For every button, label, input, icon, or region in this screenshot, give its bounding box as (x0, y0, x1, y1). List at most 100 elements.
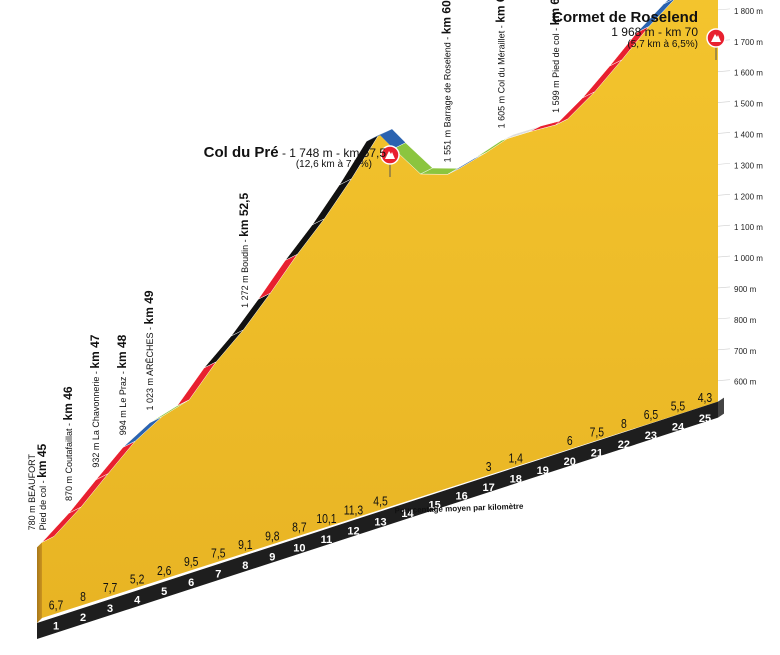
gradient-segment (338, 134, 380, 186)
x-tick-label: 1 (53, 621, 59, 633)
waypoint-label: 932 m La Chavonnerie - km 47 (88, 334, 102, 467)
gradient-label: 8 (80, 590, 86, 604)
y-tick-label: 1 000 m (734, 254, 763, 263)
y-tick-label: 1 500 m (734, 100, 763, 109)
x-tick-label: 23 (645, 430, 657, 442)
waypoint-line2: Pied de col - (38, 478, 48, 531)
y-tick-label: 1 800 m (734, 7, 763, 16)
waypoint-label: 780 m BEAUFORTPied de col - km 45 (27, 443, 49, 530)
x-tick-label: 17 (483, 482, 495, 494)
x-tick-label: 13 (374, 517, 386, 529)
terrain-area (37, 0, 724, 639)
x-tick-label: 19 (537, 465, 549, 477)
gradient-label: 9,5 (184, 555, 199, 569)
x-tick-label: 22 (618, 439, 630, 451)
waypoint-km: km 48 (115, 334, 129, 368)
gradient-segment (380, 129, 406, 149)
summit-label-col-du-pre: Col du Pré - 1 748 m - km 57,5 (204, 144, 387, 161)
y-axis-ticks: 600 m 700 m 800 m 900 m 1 000 m 1 100 m 1 200 … (734, 7, 763, 387)
gradient-label: 9,8 (265, 529, 280, 543)
mountain-icon (711, 34, 721, 42)
waypoint-label: 1 272 m Boudin - km 52,5 (237, 192, 251, 307)
terrain-side-face (37, 542, 42, 623)
x-tick-label: 4 (134, 595, 141, 607)
gradient-label: 8,7 (292, 521, 306, 535)
x-tick-label: 7 (215, 569, 221, 581)
gradient-label: 4,5 (373, 495, 388, 509)
profile-base-side (718, 397, 724, 418)
x-axis-ticks: 1234567891011121314151617181920212223242… (53, 413, 711, 633)
gradient-segment (366, 129, 392, 142)
y-tick-label: 1 400 m (734, 130, 763, 139)
waypoint-km: km 64 (548, 0, 562, 25)
x-tick-label: 16 (456, 491, 468, 503)
profile-base (37, 401, 718, 639)
gradient-label: 6,7 (49, 598, 63, 612)
waypoint-km: km 62 (494, 0, 508, 23)
gradient-segment (636, 0, 675, 33)
gradient-label: 10,1 (316, 512, 336, 526)
x-tick-label: 5 (161, 586, 167, 598)
waypoint-km: km 47 (88, 334, 102, 368)
waypoint-label: 1 023 m ARÊCHES - km 49 (142, 290, 156, 410)
gradient-label: 7,5 (590, 425, 605, 439)
y-tick-label: 1 100 m (734, 223, 763, 232)
x-tick-label: 11 (321, 534, 333, 546)
waypoint-label: 994 m Le Praz - km 48 (115, 334, 129, 435)
y-tick-label: 1 300 m (734, 161, 763, 170)
waypoint-km: km 52,5 (237, 192, 251, 236)
summit-detail: - 1 748 m - km 57,5 (279, 146, 387, 160)
gradient-label: 2,6 (157, 564, 172, 578)
gradient-label: 8 (621, 417, 627, 431)
gradient-labels: 6,7 8 7,7 5,2 2,6 9,5 7,5 9,1 9,8 8,7 10,1 11,3 4,5 3… (49, 391, 713, 613)
summit-marker-icon (706, 28, 726, 60)
waypoint-label: 1 599 m Pied de col - km 64 (548, 0, 562, 113)
summit-name: Col du Pré (204, 144, 279, 161)
x-tick-label: 15 (428, 499, 440, 511)
gradient-label: 6,5 (644, 408, 659, 422)
waypoint-km: km 45 (35, 443, 49, 477)
y-tick-label: 700 m (734, 347, 757, 356)
waypoint-text: 994 m Le Praz - (118, 369, 128, 436)
gradient-label: 5,5 (671, 399, 686, 413)
summit-detail-cormet: 1 968 m - km 70 (611, 25, 698, 39)
waypoint-km: km 60 (440, 0, 454, 34)
y-tick-label: 900 m (734, 285, 757, 294)
waypoint-line1: 780 m BEAUFORT (27, 454, 37, 531)
y-tick-label: 600 m (734, 378, 757, 387)
waypoint-labels: 780 m BEAUFORTPied de col - km 45 870 m C… (27, 0, 562, 530)
gradient-label: 3 (486, 460, 492, 474)
waypoint-text: 870 m Coutafaillat - (64, 420, 74, 501)
terrain-fill (42, 0, 718, 618)
summit-sub-cormet: (5,7 km à 6,5%) (627, 39, 698, 50)
x-tick-label: 2 (80, 612, 86, 624)
waypoint-km: km 46 (61, 386, 75, 420)
summit-sub-col-du-pre: (12,6 km à 7,7%) (296, 159, 372, 170)
waypoint-text: 1 551 m Barrage de Roselend - (443, 34, 453, 162)
x-tick-label: 20 (564, 456, 576, 468)
waypoint-text: 932 m La Chavonnerie - (91, 369, 101, 468)
gradient-label: 5,2 (130, 573, 144, 587)
waypoint-text: 1 272 m Boudin - (240, 237, 250, 308)
gradient-label: 4,3 (698, 391, 713, 405)
summit-name-cormet: Cormet de Roselend (552, 9, 698, 26)
waypoint-text: 1 023 m ARÊCHES - (145, 324, 155, 410)
y-tick-label: 1 700 m (734, 38, 763, 47)
waypoint-km: km 49 (142, 290, 156, 324)
x-tick-label: 21 (591, 447, 603, 459)
x-tick-label: 12 (347, 525, 359, 537)
x-tick-label: 18 (510, 473, 522, 485)
x-tick-label: 3 (107, 603, 113, 615)
y-tick-label: 1 600 m (734, 69, 763, 78)
x-tick-label: 10 (293, 543, 305, 555)
summit-marker-icon (380, 145, 400, 177)
summit-labels: Col du Pré - 1 748 m - km 57,5(12,6 km à… (204, 9, 726, 177)
waypoint-label: 870 m Coutafaillat - km 46 (61, 386, 75, 501)
x-tick-label: 8 (242, 560, 248, 572)
waypoint-label: 1 605 m Col du Méraillet - km 62 (494, 0, 508, 128)
gradient-band (41, 0, 675, 543)
x-tick-label: 24 (672, 421, 685, 433)
gradient-label: 7,5 (211, 547, 226, 561)
